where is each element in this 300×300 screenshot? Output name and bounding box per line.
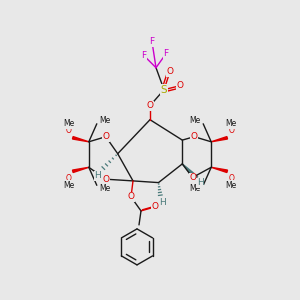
- Polygon shape: [182, 164, 198, 179]
- Text: Me: Me: [99, 184, 110, 193]
- Text: O: O: [66, 126, 72, 135]
- Text: O: O: [176, 81, 184, 90]
- Text: Me: Me: [99, 116, 110, 125]
- Text: O: O: [191, 132, 198, 141]
- Text: F: F: [149, 37, 154, 46]
- Polygon shape: [73, 167, 89, 172]
- Text: H: H: [94, 171, 101, 180]
- Polygon shape: [211, 167, 227, 172]
- Text: F: F: [141, 51, 147, 60]
- Text: Me: Me: [63, 119, 74, 128]
- Text: O: O: [66, 174, 72, 183]
- Text: S: S: [161, 85, 167, 95]
- Text: O: O: [102, 132, 109, 141]
- Text: Me: Me: [226, 181, 237, 190]
- Text: O: O: [189, 173, 196, 182]
- Text: O: O: [167, 67, 173, 76]
- Text: Me: Me: [190, 116, 201, 125]
- Text: O: O: [228, 126, 234, 135]
- Text: O: O: [128, 192, 134, 201]
- Text: O: O: [102, 175, 109, 184]
- Text: O: O: [228, 174, 234, 183]
- Text: Me: Me: [63, 181, 74, 190]
- Text: H: H: [197, 178, 204, 188]
- Text: Me: Me: [190, 184, 201, 193]
- Polygon shape: [73, 136, 89, 142]
- Text: Me: Me: [226, 119, 237, 128]
- Text: H: H: [159, 198, 166, 207]
- Text: O: O: [152, 202, 158, 211]
- Polygon shape: [211, 136, 227, 142]
- Text: O: O: [146, 101, 154, 110]
- Text: F: F: [164, 49, 169, 58]
